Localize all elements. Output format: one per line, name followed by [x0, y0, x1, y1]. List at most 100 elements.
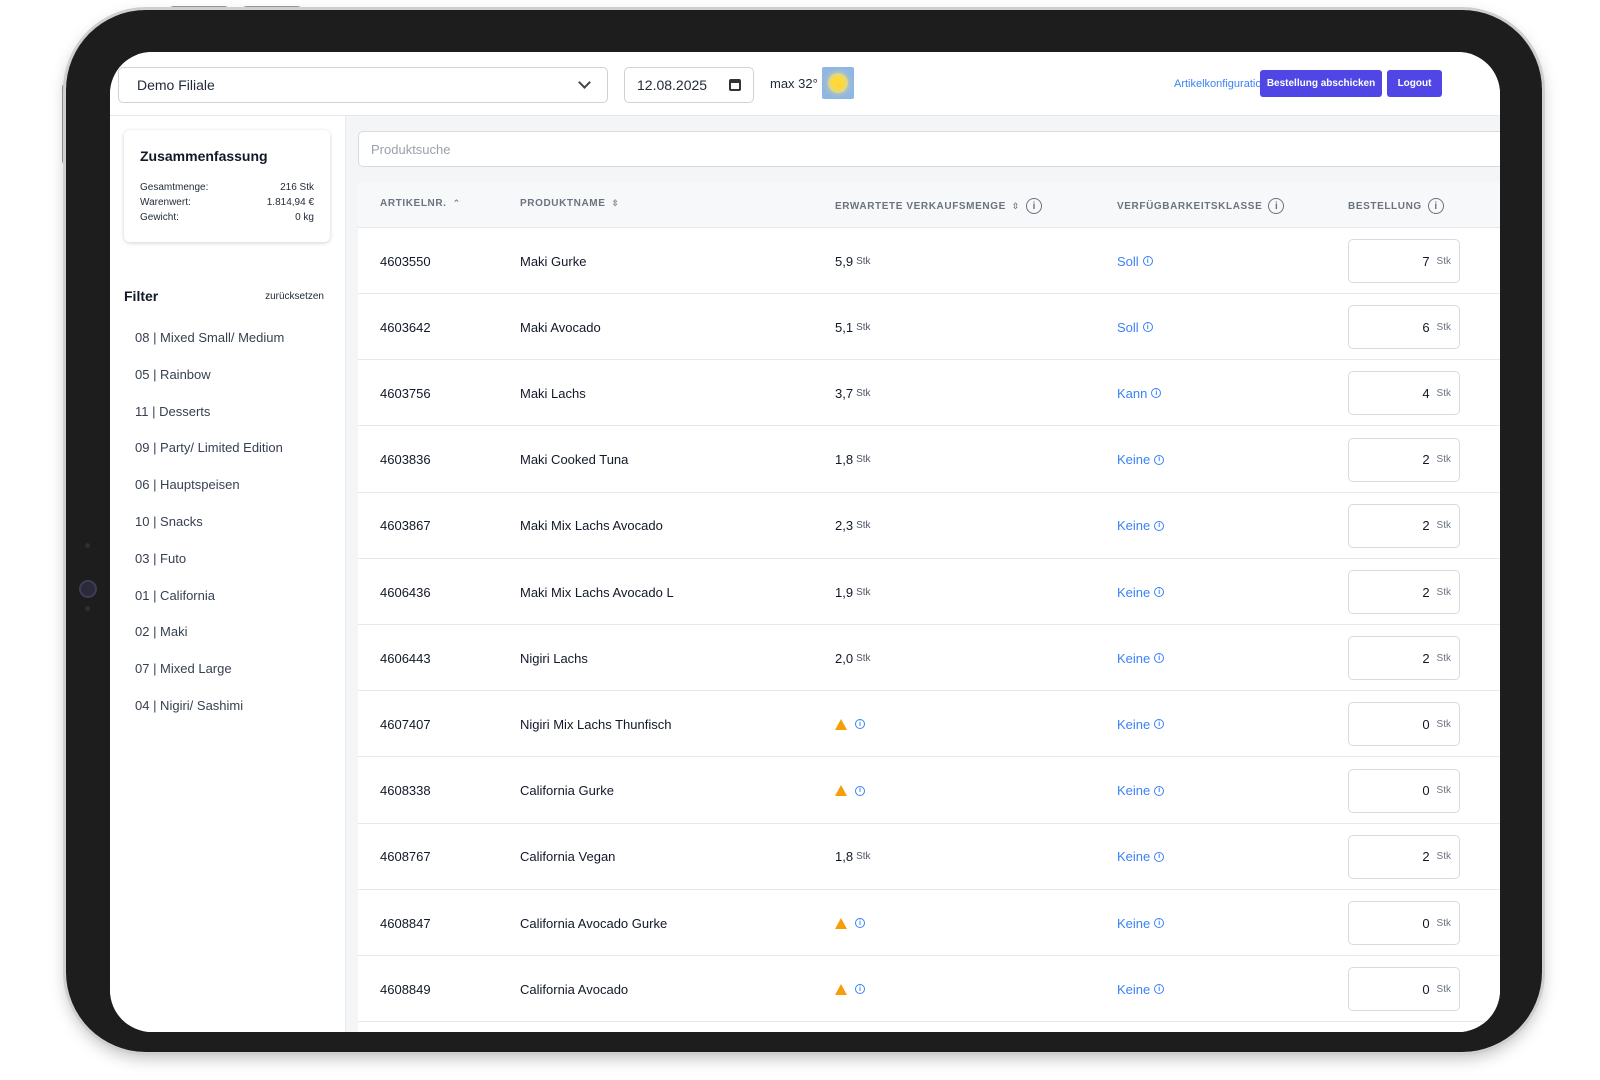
cell-verfuegbarkeit[interactable]: Keine i [1117, 625, 1165, 691]
order-quantity-input[interactable]: 4 Stk [1348, 371, 1460, 416]
col-bestellung: BESTELLUNG i [1348, 198, 1444, 214]
col-produktname[interactable]: PRODUKTNAME ⇳ [520, 198, 620, 209]
info-icon[interactable]: i [1154, 984, 1165, 995]
availability-class[interactable]: Keine [1117, 783, 1151, 799]
availability-class[interactable]: Kann [1117, 385, 1148, 401]
order-quantity-input[interactable]: 2 Stk [1348, 636, 1460, 681]
availability-class[interactable]: Soll [1117, 319, 1139, 335]
order-quantity-input[interactable]: 2 Stk [1348, 503, 1460, 548]
article-config-link[interactable]: Artikelkonfiguration [1174, 78, 1268, 90]
availability-class[interactable]: Keine [1117, 518, 1151, 534]
order-value: 0 [1422, 716, 1430, 732]
info-icon[interactable]: i [855, 719, 865, 730]
cell-verkaufsmenge: i [835, 691, 865, 757]
order-value: 6 [1422, 319, 1430, 335]
info-icon[interactable]: i [855, 984, 865, 995]
warning-icon [835, 718, 847, 730]
order-quantity-input[interactable]: 6 Stk [1348, 305, 1460, 350]
filter-item[interactable]: 06 | Hauptspeisen [135, 477, 240, 493]
cell-verfuegbarkeit[interactable]: Keine i [1117, 956, 1165, 1022]
filter-item[interactable]: 09 | Party/ Limited Edition [135, 440, 283, 456]
order-quantity-input[interactable]: 0 Stk [1348, 967, 1460, 1012]
store-select[interactable]: Demo Filiale [118, 67, 608, 103]
expected-qty: 5,1 [835, 319, 854, 335]
info-icon[interactable]: i [1154, 520, 1165, 531]
availability-class[interactable]: Keine [1117, 981, 1151, 997]
cell-verfuegbarkeit[interactable]: Soll i [1117, 294, 1153, 360]
order-value: 2 [1422, 452, 1430, 468]
info-icon[interactable]: i [855, 918, 865, 928]
cell-verfuegbarkeit[interactable]: Keine i [1117, 824, 1165, 890]
availability-class[interactable]: Soll [1117, 253, 1139, 269]
filter-item[interactable]: 02 | Maki [135, 624, 188, 640]
table-row: 4608767 California Vegan 1,8 Stk Keine i 2 Stk [358, 824, 1500, 890]
availability-class[interactable]: Keine [1117, 915, 1151, 931]
cell-verfuegbarkeit[interactable]: Keine i [1117, 493, 1165, 559]
filter-item[interactable]: 01 | California [135, 587, 215, 603]
filter-item[interactable]: 03 | Futo [135, 550, 187, 566]
unit-label: Stk [1436, 652, 1451, 664]
info-icon[interactable]: i [1154, 851, 1165, 862]
info-icon[interactable]: i [855, 785, 865, 796]
info-icon[interactable]: i [1142, 322, 1153, 333]
warning-icon [835, 917, 847, 929]
info-icon[interactable]: i [1154, 454, 1165, 465]
submit-order-button[interactable]: Bestellung abschicken [1260, 70, 1382, 97]
order-quantity-input[interactable]: 0 Stk [1348, 702, 1460, 747]
order-quantity-input[interactable]: 0 Stk [1348, 768, 1460, 813]
availability-class[interactable]: Keine [1117, 650, 1151, 666]
cell-verfuegbarkeit[interactable]: Keine i [1117, 691, 1165, 757]
cell-verkaufsmenge: 1,8 Stk [835, 824, 871, 890]
order-quantity-input[interactable]: 2 Stk [1348, 437, 1460, 482]
filter-item[interactable]: 11 | Desserts [135, 403, 211, 419]
col-verkaufsmenge[interactable]: ERWARTETE VERKAUFSMENGE ⇳ i [835, 198, 1043, 214]
availability-class[interactable]: Keine [1117, 452, 1151, 468]
availability-class[interactable]: Keine [1117, 584, 1151, 600]
cell-verfuegbarkeit[interactable]: Soll i [1117, 228, 1153, 294]
cell-verfuegbarkeit[interactable]: Kann i [1117, 360, 1162, 426]
summary-label: Gesamtmenge: [140, 182, 209, 193]
filter-item[interactable]: 04 | Nigiri/ Sashimi [135, 697, 244, 713]
availability-class[interactable]: Keine [1117, 849, 1151, 865]
cell-verfuegbarkeit[interactable]: Keine i [1117, 427, 1165, 493]
summary-row: Warenwert: 1.814,94 € [140, 195, 314, 210]
unit-label: Stk [1436, 851, 1451, 863]
calendar-icon[interactable] [729, 79, 741, 91]
info-icon[interactable]: i [1154, 918, 1165, 928]
order-quantity-input[interactable]: 7 Stk [1348, 239, 1460, 283]
logout-button[interactable]: Logout [1387, 70, 1442, 97]
order-quantity-input[interactable]: 0 Stk [1348, 901, 1460, 945]
info-icon[interactable]: i [1154, 719, 1165, 730]
cell-verfuegbarkeit[interactable]: Keine i [1117, 758, 1165, 824]
cell-verfuegbarkeit[interactable]: Keine i [1117, 559, 1165, 625]
order-quantity-input[interactable]: 2 Stk [1348, 570, 1460, 614]
filter-item[interactable]: 07 | Mixed Large [135, 661, 232, 677]
col-artikelnr[interactable]: ARTIKELNR. ⌃ [380, 198, 461, 209]
filter-item[interactable]: 10 | Snacks [135, 513, 203, 529]
cell-verkaufsmenge: 2,0 Stk [835, 625, 871, 691]
order-value: 2 [1422, 584, 1430, 600]
info-icon[interactable]: i [1268, 198, 1285, 214]
product-search-input[interactable]: Produktsuche [358, 131, 1500, 167]
info-icon[interactable]: i [1151, 388, 1162, 399]
cell-verfuegbarkeit[interactable]: Keine i [1117, 890, 1165, 956]
device-power-button [243, 6, 301, 12]
cell-artikelnr: 4606436 [380, 584, 431, 600]
info-icon[interactable]: i [1142, 256, 1153, 266]
col-verfuegbarkeit[interactable]: VERFÜGBARKEITSKLASSE i [1117, 198, 1285, 214]
filter-item[interactable]: 08 | Mixed Small/ Medium [135, 330, 285, 345]
filter-item[interactable]: 05 | Rainbow [135, 366, 211, 382]
date-input[interactable]: 12.08.2025 [624, 67, 754, 103]
order-quantity-input[interactable]: 2 Stk [1348, 834, 1460, 879]
cell-produktname: Maki Avocado [520, 319, 601, 335]
availability-class[interactable]: Keine [1117, 716, 1151, 732]
unit-label: Stk [1436, 255, 1451, 267]
info-icon[interactable]: i [1154, 587, 1165, 597]
info-icon[interactable]: i [1154, 785, 1165, 796]
info-icon[interactable]: i [1154, 653, 1165, 664]
temperature-label: max 32° [770, 76, 818, 91]
summary-title: Zusammenfassung [140, 148, 268, 164]
info-icon[interactable]: i [1026, 198, 1043, 214]
filter-reset-link[interactable]: zurücksetzen [265, 290, 324, 302]
info-icon[interactable]: i [1427, 198, 1444, 214]
